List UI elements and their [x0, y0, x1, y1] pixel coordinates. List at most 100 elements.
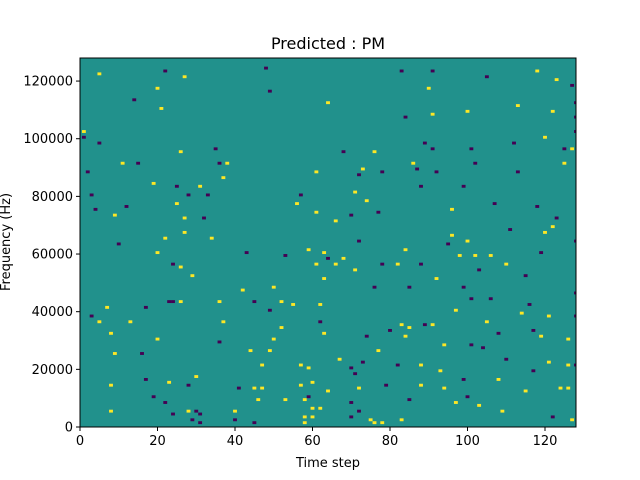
heatmap-cell-low — [267, 89, 272, 93]
heatmap-cell-low — [481, 346, 485, 350]
heatmap-cell-high — [159, 107, 164, 110]
heatmap-cell-low — [395, 363, 400, 367]
heatmap-cell-high — [450, 233, 454, 237]
heatmap-cell-high — [279, 300, 284, 304]
heatmap-cell-high — [178, 265, 183, 269]
heatmap-cell-high — [298, 383, 303, 387]
heatmap-cell-low — [298, 193, 303, 197]
heatmap-cell-low — [430, 69, 435, 73]
heatmap-cell-high — [260, 386, 265, 390]
heatmap-cell-high — [310, 415, 315, 419]
x-tick-label: 80 — [382, 434, 399, 449]
heatmap-cell-high — [105, 305, 110, 309]
heatmap-cell-high — [442, 386, 447, 390]
heatmap-cell-high — [430, 112, 435, 116]
heatmap-cell-high — [368, 418, 373, 422]
heatmap-cell-high — [81, 130, 86, 133]
heatmap-cell-high — [353, 190, 358, 194]
heatmap-cell-high — [256, 398, 261, 402]
heatmap-cell-high — [453, 308, 458, 312]
heatmap-cell-high — [550, 109, 555, 113]
heatmap-cell-high — [155, 86, 160, 90]
heatmap-cell-low — [484, 75, 489, 79]
heatmap-cell-low — [574, 314, 576, 318]
heatmap-cell-high — [155, 251, 160, 255]
heatmap-cell-high — [318, 406, 323, 410]
heatmap-cell-low — [504, 357, 509, 361]
heatmap-cell-high — [306, 366, 311, 370]
heatmap-cell-low — [205, 193, 210, 197]
y-axis: 0 20000 40000 60000 80000 100000 120000 — [23, 75, 80, 436]
heatmap-cell-low — [388, 328, 392, 332]
heatmap-cell-low — [523, 274, 528, 278]
y-tick-label: 100000 — [23, 132, 73, 147]
x-axis-title: Time step — [295, 456, 360, 471]
heatmap-cell-high — [302, 415, 307, 419]
heatmap-cells — [81, 66, 576, 425]
heatmap-cell-low — [574, 115, 576, 119]
heatmap-cell-high — [326, 101, 330, 105]
heatmap-cell-low — [217, 161, 222, 165]
heatmap-cell-low — [89, 314, 94, 318]
x-tick-label: 60 — [304, 434, 321, 449]
heatmap-cell-high — [198, 184, 203, 188]
heatmap-cell-low — [213, 147, 218, 151]
heatmap-cell-low — [236, 386, 241, 390]
heatmap-cell-low — [349, 213, 354, 217]
heatmap-cell-low — [461, 377, 466, 381]
heatmap-cell-high — [225, 161, 230, 165]
heatmap-cell-high — [240, 288, 245, 292]
heatmap-cell-high — [484, 320, 489, 324]
heatmap-cell-high — [419, 363, 423, 367]
heatmap-cell-high — [182, 216, 187, 220]
heatmap-cell-low — [515, 170, 520, 174]
heatmap-cell-low — [469, 297, 474, 301]
heatmap-cell-high — [519, 311, 524, 315]
heatmap-cell-low — [93, 207, 98, 211]
y-tick-label: 60000 — [32, 248, 73, 263]
heatmap-cell-low — [186, 383, 191, 387]
heatmap-cell-low — [461, 184, 466, 188]
heatmap-cell-low — [380, 262, 385, 266]
heatmap-cell-low — [512, 141, 516, 145]
heatmap-cell-low — [554, 216, 559, 220]
heatmap-cell-high — [488, 254, 493, 257]
heatmap-cell-low — [198, 412, 203, 416]
heatmap-background — [80, 58, 576, 427]
heatmap-cell-low — [163, 69, 168, 73]
heatmap-cell-high — [322, 277, 327, 280]
heatmap-cell-low — [562, 147, 567, 151]
heatmap-cell-high — [194, 375, 199, 378]
heatmap-cell-high — [380, 421, 385, 425]
heatmap-cell-high — [260, 363, 265, 367]
heatmap-cell-low — [171, 300, 175, 304]
heatmap-cell-high — [500, 409, 505, 413]
heatmap-cell-low — [492, 202, 497, 206]
y-tick-label: 40000 — [32, 305, 73, 320]
heatmap-cell-high — [174, 202, 179, 206]
heatmap-cell-low — [89, 193, 94, 197]
heatmap-cell-high — [109, 383, 113, 387]
x-axis: 0 20 40 60 80 100 120 — [76, 427, 557, 449]
heatmap-cell-low — [430, 147, 435, 151]
y-tick-label: 20000 — [32, 363, 73, 378]
heatmap-cell-low — [349, 366, 354, 370]
heatmap-cell-low — [151, 395, 156, 399]
heatmap-cell-high — [314, 262, 319, 266]
heatmap-cell-low — [97, 141, 102, 145]
heatmap-cell-low — [198, 421, 203, 425]
heatmap-cell-high — [457, 254, 462, 257]
heatmap-cell-low — [407, 398, 412, 402]
heatmap-cell-high — [543, 230, 547, 234]
heatmap-cell-high — [291, 303, 296, 306]
heatmap-cell-high — [411, 161, 416, 165]
heatmap-cell-high — [558, 386, 563, 390]
heatmap-cell-high — [182, 75, 187, 79]
heatmap-cell-low — [508, 228, 513, 231]
heatmap-cell-low — [574, 363, 576, 367]
x-tick-label: 100 — [455, 434, 480, 449]
heatmap-cell-high — [252, 386, 257, 390]
heatmap-cell-high — [326, 389, 330, 393]
heatmap-cell-low — [116, 242, 121, 246]
heatmap-cell-low — [570, 83, 575, 87]
